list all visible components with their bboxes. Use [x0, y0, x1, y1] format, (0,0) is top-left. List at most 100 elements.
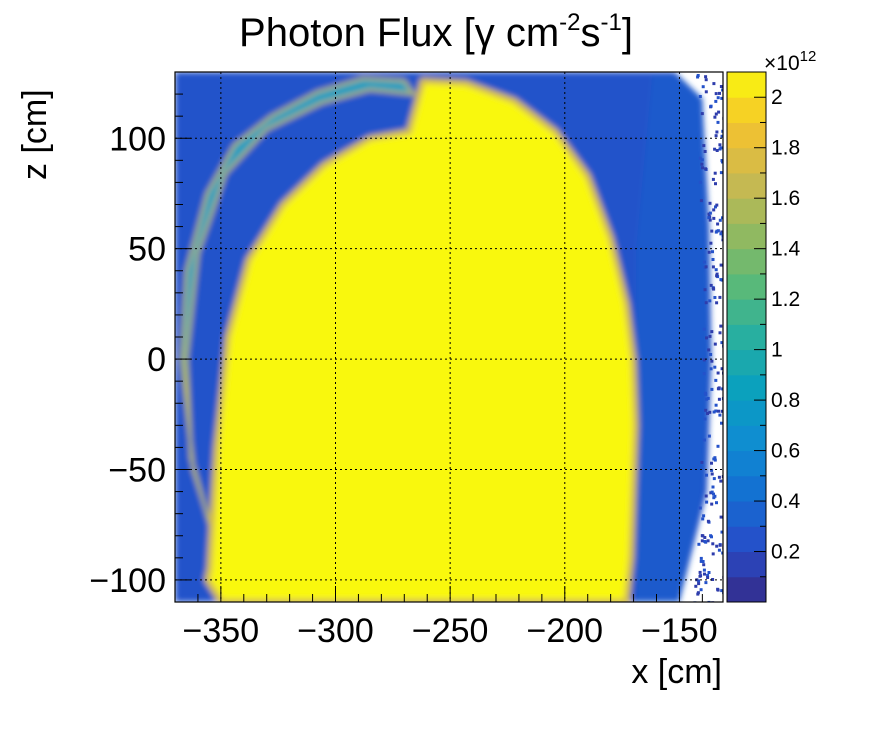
noise-pixel [696, 592, 700, 596]
colorbar-segment [727, 198, 766, 224]
noise-pixel [724, 195, 727, 198]
colorbar-segment [727, 273, 766, 300]
noise-pixel [715, 301, 719, 305]
noise-pixel [724, 99, 727, 102]
noise-pixel [704, 581, 708, 585]
noise-pixel [714, 182, 717, 186]
y-tick-label: 100 [109, 120, 166, 158]
noise-pixel [714, 134, 718, 138]
noise-pixel [716, 96, 720, 100]
noise-pixel [699, 199, 703, 203]
noise-pixel [713, 342, 717, 346]
colorbar-segment [727, 526, 766, 553]
noise-pixel [712, 492, 715, 496]
noise-pixel [697, 542, 701, 546]
noise-pixel [721, 238, 723, 242]
noise-pixel [709, 241, 713, 245]
noise-pixel [702, 514, 706, 518]
noise-pixel [720, 278, 723, 282]
noise-pixel [711, 542, 715, 546]
plot-area [175, 72, 727, 602]
noise-pixel [708, 410, 712, 414]
noise-pixel [697, 579, 701, 583]
noise-pixel [703, 536, 707, 539]
noise-pixel [704, 78, 708, 82]
noise-pixel [700, 539, 704, 543]
noise-pixel [707, 216, 711, 220]
noise-pixel [698, 570, 702, 574]
x-tick-label: −150 [641, 612, 718, 650]
noise-pixel [721, 551, 723, 555]
noise-pixel [720, 421, 723, 425]
noise-pixel [706, 396, 710, 400]
noise-pixel [705, 397, 708, 401]
noise-pixel [721, 234, 723, 238]
y-tick-label: 50 [128, 231, 166, 269]
x-axis-label: x [cm] [631, 653, 722, 691]
noise-pixel [718, 331, 722, 335]
noise-pixel [707, 571, 711, 574]
noise-pixel [697, 582, 701, 586]
noise-pixel [713, 494, 717, 498]
noise-pixel [703, 417, 707, 421]
noise-pixel [702, 372, 706, 376]
colorbar-segment [727, 501, 766, 527]
noise-pixel [711, 250, 714, 254]
colorbar-segment [727, 551, 766, 578]
noise-pixel [717, 475, 721, 479]
noise-pixel [713, 171, 717, 175]
noise-pixel [710, 387, 714, 391]
region-saturated-central-region [204, 77, 639, 602]
noise-pixel [713, 147, 717, 151]
noise-pixel [706, 539, 710, 543]
noise-pixel [701, 560, 705, 563]
colorbar-segment [727, 475, 766, 502]
noise-pixel [716, 222, 720, 226]
noise-pixel [720, 409, 723, 413]
colorbar-frame [726, 71, 767, 603]
noise-pixel [703, 288, 707, 292]
noise-pixel [701, 517, 705, 521]
noise-pixel [701, 85, 705, 89]
noise-pixel [717, 409, 720, 413]
noise-pixel [702, 144, 706, 148]
x-tick-label: −200 [526, 612, 603, 650]
noise-pixel [713, 458, 717, 462]
noise-pixel [713, 296, 717, 299]
region-right-falloff [635, 76, 710, 602]
colorbar-segment [727, 72, 766, 98]
noise-pixel [709, 104, 713, 108]
noise-pixel [720, 341, 723, 345]
noise-pixel [703, 150, 707, 153]
noise-pixel [724, 490, 727, 493]
noise-pixel [704, 90, 708, 94]
noise-pixel [708, 334, 712, 338]
noise-pixel [711, 265, 715, 269]
noise-pixel [718, 143, 722, 147]
noise-pixel [712, 208, 716, 212]
noise-pixel [720, 230, 723, 234]
noise-pixel [720, 134, 723, 138]
noise-pixel [706, 412, 709, 415]
noise-pixel [699, 559, 703, 563]
noise-pixel [715, 149, 719, 152]
noise-pixel [711, 286, 715, 290]
noise-pixel [715, 272, 719, 276]
noise-pixel [716, 371, 720, 375]
y-axis: −100 −50 0 50 100 [89, 71, 191, 603]
noise-pixel [712, 216, 716, 220]
noise-pixel [714, 268, 718, 272]
colorbar-segment [727, 576, 766, 603]
noise-pixel [721, 88, 723, 92]
noise-pixel [710, 330, 714, 334]
chart-title: Photon Flux [γ cm-2s-1] [239, 9, 633, 55]
noise-pixel [694, 584, 698, 588]
noise-pixel [716, 587, 720, 591]
noise-pixel [706, 573, 710, 577]
noise-pixel [718, 91, 721, 95]
noise-pixel [706, 576, 710, 579]
noise-pixel [710, 461, 713, 465]
noise-pixel [720, 589, 723, 593]
noise-pixel [719, 263, 723, 267]
